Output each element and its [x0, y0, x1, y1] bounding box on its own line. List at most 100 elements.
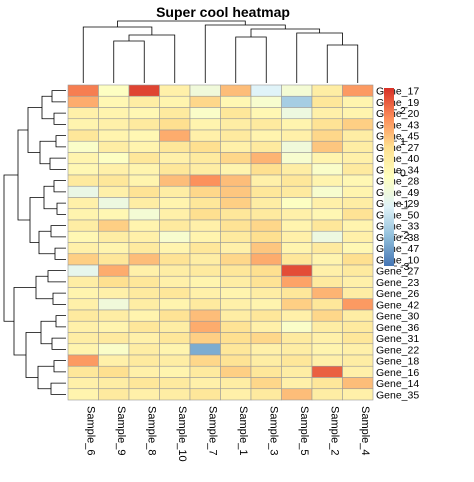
heatmap-cell [189, 242, 221, 255]
column-label: Sample_3 [267, 406, 279, 456]
column-dendrogram [82, 20, 359, 83]
row-label: Gene_45 [376, 131, 419, 143]
heatmap-cell [220, 140, 252, 153]
row-label: Gene_29 [376, 198, 419, 210]
heatmap-cell [342, 242, 374, 255]
heatmap-cell [159, 287, 191, 300]
heatmap-cell [67, 118, 99, 131]
heatmap-cell [281, 298, 313, 311]
heatmap-cell [128, 354, 160, 367]
heatmap-cell [281, 343, 313, 356]
heatmap-cells [67, 84, 374, 401]
dendrogram-branch [326, 44, 359, 83]
heatmap-cell [98, 388, 130, 401]
heatmap-cell [250, 354, 282, 367]
row-label: Gene_22 [376, 344, 419, 356]
heatmap-cell [98, 219, 130, 232]
heatmap-cell [311, 354, 343, 367]
heatmap-cell [189, 84, 221, 97]
heatmap-cell [281, 107, 313, 120]
heatmap-cell [311, 388, 343, 401]
heatmap-cell [220, 354, 252, 367]
heatmap-cell [220, 219, 252, 232]
heatmap-cell [159, 298, 191, 311]
heatmap-cell [159, 219, 191, 232]
heatmap-cell [159, 253, 191, 266]
heatmap-cell [220, 264, 252, 277]
column-label: Sample_9 [115, 406, 127, 456]
heatmap-cell [189, 343, 221, 356]
heatmap-cell [98, 354, 130, 367]
heatmap-cell [250, 140, 282, 153]
heatmap-cell [311, 107, 343, 120]
row-label: Gene_42 [376, 299, 419, 311]
heatmap-cell [128, 118, 160, 131]
dendrogram-branch [54, 247, 66, 260]
heatmap-cell [250, 118, 282, 131]
heatmap-cell [67, 174, 99, 187]
heatmap-cell [189, 275, 221, 288]
heatmap-cell [342, 275, 374, 288]
heatmap-cell [220, 275, 252, 288]
heatmap-cell [311, 365, 343, 378]
dendrogram-branch [49, 157, 66, 170]
heatmap-cell [311, 163, 343, 176]
dendrogram-branch [13, 287, 36, 356]
dendrogram-branch [35, 275, 53, 300]
heatmap-cell [159, 95, 191, 108]
heatmap-cell [311, 287, 343, 300]
dendrogram-branch [53, 180, 66, 193]
heatmap-cell [128, 264, 160, 277]
heatmap-cell [250, 129, 282, 142]
heatmap-cell [220, 343, 252, 356]
heatmap-cell [281, 84, 313, 97]
row-label: Gene_47 [376, 243, 419, 255]
legend-tick-label: -1 [400, 199, 409, 211]
heatmap-cell [67, 107, 99, 120]
dendrogram-branch [52, 292, 66, 305]
heatmap-cell [189, 320, 221, 333]
dendrogram-branch [39, 140, 56, 165]
heatmap-cell [98, 343, 130, 356]
heatmap-cell [281, 388, 313, 401]
heatmap-cell [189, 388, 221, 401]
heatmap-cell [220, 163, 252, 176]
heatmap-cell [189, 298, 221, 311]
heatmap-cell [220, 388, 252, 401]
heatmap-cell [342, 95, 374, 108]
heatmap-cell [128, 219, 160, 232]
heatmap-cell [342, 287, 374, 300]
dendrogram-branch [128, 34, 176, 83]
heatmap-cell [98, 253, 130, 266]
heatmap-cell [159, 197, 191, 210]
heatmap-cell [189, 219, 221, 232]
row-label: Gene_35 [376, 389, 419, 401]
heatmap-cell [311, 309, 343, 322]
heatmap-cell [250, 264, 282, 277]
heatmap-cell [281, 230, 313, 243]
heatmap-cell [189, 264, 221, 277]
heatmap-cell [159, 107, 191, 120]
heatmap-cell [281, 163, 313, 176]
heatmap-cell [189, 365, 221, 378]
dendrogram-branch [235, 36, 267, 83]
heatmap-cell [342, 343, 374, 356]
heatmap-cell [128, 309, 160, 322]
heatmap-cell [128, 320, 160, 333]
row-label: Gene_36 [376, 322, 419, 334]
heatmap-cell [250, 332, 282, 345]
heatmap-cell [67, 95, 99, 108]
heatmap-cell [189, 253, 221, 266]
heatmap-cell [342, 365, 374, 378]
heatmap-cell [220, 118, 252, 131]
heatmap-cell [311, 152, 343, 165]
heatmap-cell [311, 242, 343, 255]
heatmap-cell [250, 230, 282, 243]
heatmap-cell [159, 275, 191, 288]
heatmap-cell [220, 185, 252, 198]
column-label: Sample_7 [206, 406, 218, 456]
heatmap-cell [159, 118, 191, 131]
heatmap-cell [281, 219, 313, 232]
heatmap-cell [159, 152, 191, 165]
column-label: Sample_2 [328, 406, 340, 456]
